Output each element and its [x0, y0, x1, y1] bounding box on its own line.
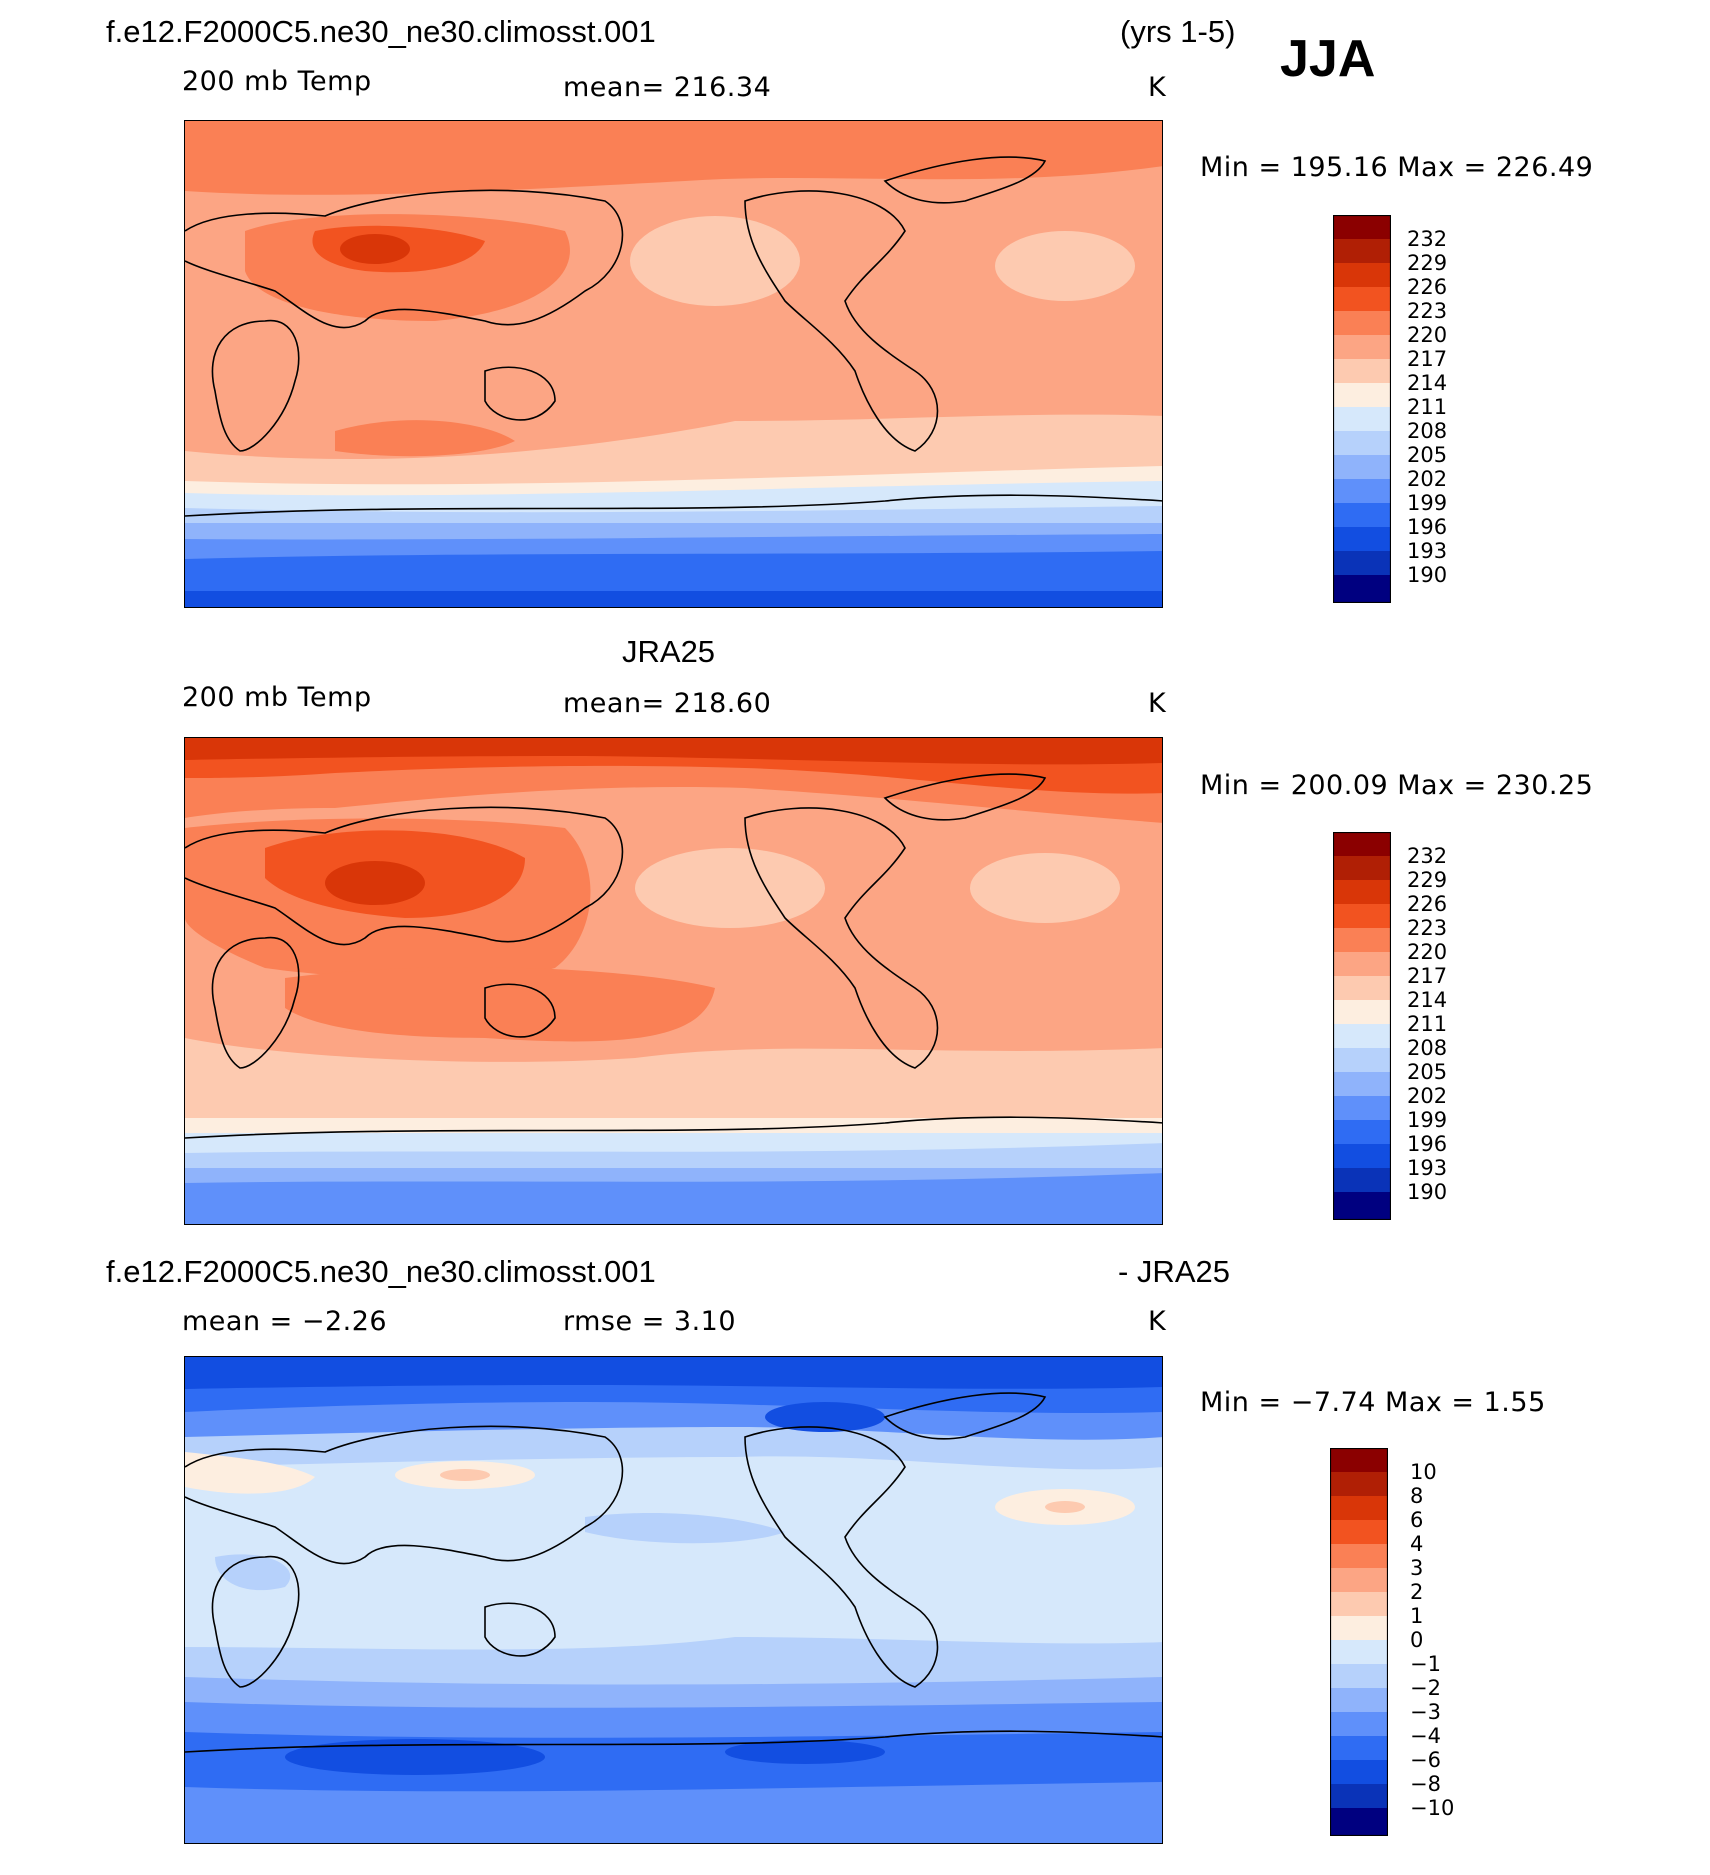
colorbar-label: 217: [1407, 964, 1448, 988]
panel1-left-label: 200 mb Temp: [182, 66, 372, 97]
colorbar-label: −1: [1410, 1652, 1441, 1676]
colorbar-label: 3: [1410, 1556, 1424, 1580]
colorbar-label: 196: [1407, 515, 1448, 539]
colorbar-label: 220: [1407, 940, 1448, 964]
colorbar-label: 0: [1410, 1628, 1424, 1652]
colorbar-label: 199: [1407, 1108, 1448, 1132]
colorbar-label: 202: [1407, 467, 1448, 491]
panel3-rmse-label: rmse = 3.10: [563, 1306, 737, 1337]
colorbar-label: 226: [1407, 892, 1448, 916]
panel2-colorbar-svg: [1332, 831, 1392, 1221]
colorbar-label: −2: [1410, 1676, 1441, 1700]
panel3-title-left: f.e12.F2000C5.ne30_ne30.climosst.001: [106, 1254, 656, 1289]
season-label: JJA: [1280, 30, 1376, 88]
colorbar-label: 211: [1407, 1012, 1448, 1036]
panel2-units: K: [1148, 688, 1167, 719]
colorbar-label: 229: [1407, 251, 1448, 275]
colorbar-label: −6: [1410, 1748, 1441, 1772]
panel1-units: K: [1148, 72, 1167, 103]
colorbar-label: 208: [1407, 419, 1448, 443]
panel2-mean-label: mean= 218.60: [563, 688, 772, 719]
colorbar-label: 4: [1410, 1532, 1424, 1556]
colorbar-label: −4: [1410, 1724, 1441, 1748]
panel2-minmax: Min = 200.09 Max = 230.25: [1200, 770, 1594, 801]
panel2-colorbar: 232 229 226 223 220 217 214 211 208 205 …: [1332, 831, 1447, 1225]
panel3-minmax: Min = −7.74 Max = 1.55: [1200, 1387, 1546, 1418]
colorbar-label: 202: [1407, 1084, 1448, 1108]
panel2-map: [184, 737, 1163, 1225]
colorbar-label: −10: [1410, 1796, 1455, 1820]
colorbar-label: 211: [1407, 395, 1448, 419]
colorbar-label: 196: [1407, 1132, 1448, 1156]
years-label: (yrs 1-5): [1120, 14, 1236, 49]
case-title: f.e12.F2000C5.ne30_ne30.climosst.001: [106, 14, 656, 49]
panel3-map-svg: [185, 1357, 1162, 1843]
colorbar-label: 193: [1407, 1156, 1448, 1180]
panel2-title: JRA25: [622, 634, 716, 669]
panel3-map: [184, 1356, 1163, 1844]
colorbar-label: 232: [1407, 844, 1448, 868]
colorbar-label: 223: [1407, 916, 1448, 940]
panel1-minmax: Min = 195.16 Max = 226.49: [1200, 152, 1594, 183]
colorbar-label: 229: [1407, 868, 1448, 892]
colorbar-label: 1: [1410, 1604, 1424, 1628]
colorbar-label: 10: [1410, 1460, 1437, 1484]
colorbar-label: −8: [1410, 1772, 1441, 1796]
colorbar-label: 232: [1407, 227, 1448, 251]
panel1-map-svg: [185, 121, 1162, 607]
colorbar-label: 223: [1407, 299, 1448, 323]
colorbar-label: 190: [1407, 1180, 1448, 1204]
colorbar-label: 217: [1407, 347, 1448, 371]
colorbar-label: 208: [1407, 1036, 1448, 1060]
colorbar-label: 205: [1407, 1060, 1448, 1084]
colorbar-label: 205: [1407, 443, 1448, 467]
panel3-colorbar-svg: [1329, 1447, 1389, 1837]
colorbar-label: 8: [1410, 1484, 1424, 1508]
panel1-map: [184, 120, 1163, 608]
colorbar-label: 220: [1407, 323, 1448, 347]
panel3-mean-label: mean = −2.26: [182, 1306, 388, 1337]
panel1-colorbar: 232 229 226 223 220 217 214 211 208 205 …: [1332, 214, 1447, 608]
panel3-colorbar: 10 8 6 4 3 2 1 0 −1 −2 −3 −4 −6 −8 −10: [1329, 1447, 1454, 1841]
panel1-mean-label: mean= 216.34: [563, 72, 772, 103]
panel2-map-svg: [185, 738, 1162, 1224]
colorbar-label: 214: [1407, 371, 1448, 395]
colorbar-label: 190: [1407, 563, 1448, 587]
colorbar-label: 214: [1407, 988, 1448, 1012]
panel3-title-right: - JRA25: [1118, 1254, 1230, 1289]
colorbar-label: 193: [1407, 539, 1448, 563]
colorbar-label: −3: [1410, 1700, 1441, 1724]
colorbar-label: 226: [1407, 275, 1448, 299]
colorbar-label: 199: [1407, 491, 1448, 515]
colorbar-label: 2: [1410, 1580, 1424, 1604]
panel2-left-label: 200 mb Temp: [182, 682, 372, 713]
panel1-colorbar-svg: [1332, 214, 1392, 604]
colorbar-label: 6: [1410, 1508, 1424, 1532]
panel3-units: K: [1148, 1306, 1167, 1337]
